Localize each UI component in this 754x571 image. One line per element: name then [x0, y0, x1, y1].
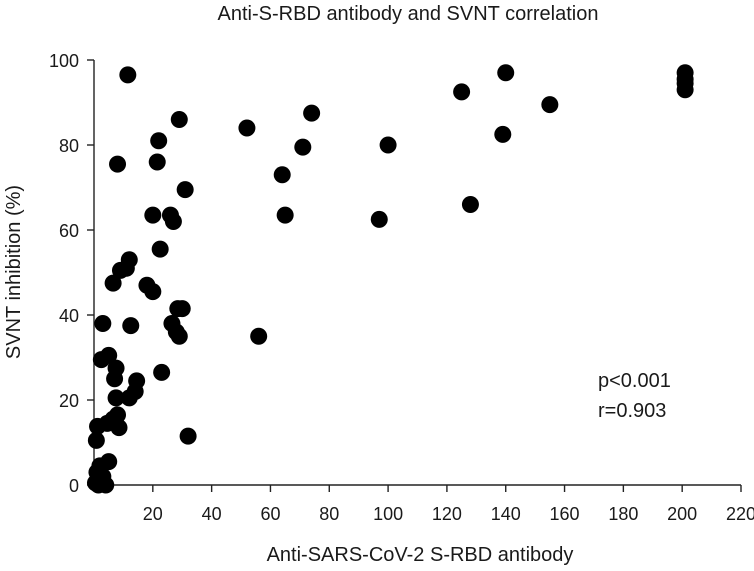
data-point	[462, 196, 479, 213]
x-tick-label: 220	[726, 504, 754, 524]
data-point	[100, 347, 117, 364]
x-tick-label: 120	[432, 504, 462, 524]
data-point	[277, 207, 294, 224]
data-point	[274, 166, 291, 183]
data-point	[100, 453, 117, 470]
data-point	[153, 364, 170, 381]
data-point	[677, 81, 694, 98]
p-value-annotation: p<0.001	[598, 370, 671, 392]
x-tick-label: 200	[667, 504, 697, 524]
data-point	[174, 300, 191, 317]
data-point	[380, 137, 397, 154]
data-point	[119, 66, 136, 83]
data-point	[371, 211, 388, 228]
data-point	[238, 120, 255, 137]
r-value-annotation: r=0.903	[598, 400, 666, 422]
data-point	[150, 132, 167, 149]
data-point	[152, 241, 169, 258]
x-tick-label: 40	[202, 504, 222, 524]
data-point	[171, 328, 188, 345]
data-point	[149, 154, 166, 171]
y-tick-label: 60	[59, 221, 79, 241]
y-tick-label: 100	[49, 51, 79, 71]
data-point	[94, 315, 111, 332]
x-tick-label: 140	[491, 504, 521, 524]
data-point	[303, 105, 320, 122]
data-point	[121, 251, 138, 268]
x-tick-label: 80	[319, 504, 339, 524]
y-tick-label: 20	[59, 391, 79, 411]
data-point	[180, 428, 197, 445]
x-axis-label: Anti-SARS-CoV-2 S-RBD antibody	[267, 544, 574, 566]
scatter-chart: Anti-S-RBD antibody and SVNT correlation…	[0, 0, 754, 571]
chart-title: Anti-S-RBD antibody and SVNT correlation	[218, 3, 599, 25]
x-tick-label: 160	[550, 504, 580, 524]
data-point	[122, 317, 139, 334]
x-tick-label: 100	[373, 504, 403, 524]
y-tick-label: 0	[69, 476, 79, 496]
data-point	[177, 181, 194, 198]
data-points	[87, 64, 694, 493]
y-tick-label: 40	[59, 306, 79, 326]
x-tick-label: 180	[608, 504, 638, 524]
y-tick-label: 80	[59, 136, 79, 156]
data-point	[453, 83, 470, 100]
data-point	[165, 213, 182, 230]
data-point	[97, 477, 114, 494]
data-point	[144, 207, 161, 224]
data-point	[144, 283, 161, 300]
x-tick-label: 60	[260, 504, 280, 524]
data-point	[171, 111, 188, 128]
data-point	[109, 406, 126, 423]
data-point	[497, 64, 514, 81]
data-point	[494, 126, 511, 143]
y-axis-label: SVNT inhibition (%)	[3, 185, 25, 359]
data-point	[109, 156, 126, 173]
data-point	[541, 96, 558, 113]
data-point	[250, 328, 267, 345]
data-point	[128, 372, 145, 389]
x-tick-label: 20	[143, 504, 163, 524]
data-point	[294, 139, 311, 156]
